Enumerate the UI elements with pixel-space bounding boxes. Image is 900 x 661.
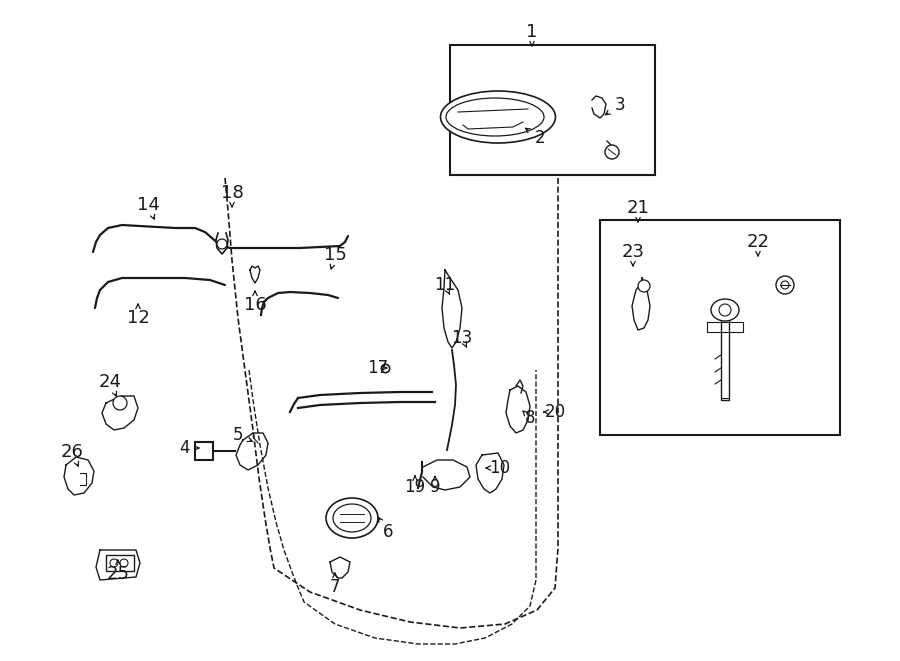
Circle shape <box>120 559 128 567</box>
Text: 3: 3 <box>615 96 626 114</box>
Circle shape <box>638 280 650 292</box>
Text: 12: 12 <box>127 309 149 327</box>
Text: 6: 6 <box>382 523 393 541</box>
Ellipse shape <box>446 98 544 136</box>
Text: 4: 4 <box>180 439 190 457</box>
Text: 18: 18 <box>220 184 243 202</box>
Circle shape <box>113 396 127 410</box>
Ellipse shape <box>440 91 555 143</box>
Bar <box>450 45 655 175</box>
Text: 26: 26 <box>60 443 84 461</box>
Ellipse shape <box>333 504 371 532</box>
Text: 5: 5 <box>233 426 243 444</box>
Text: 24: 24 <box>98 373 122 391</box>
Text: 1: 1 <box>526 23 537 41</box>
Text: 10: 10 <box>490 459 510 477</box>
Circle shape <box>605 145 619 159</box>
Bar <box>195 442 213 460</box>
Text: 11: 11 <box>435 276 455 294</box>
Ellipse shape <box>711 299 739 321</box>
Circle shape <box>719 304 731 316</box>
Text: 16: 16 <box>244 296 266 314</box>
Text: 23: 23 <box>622 243 644 261</box>
Bar <box>106 555 134 571</box>
Text: 9: 9 <box>430 478 440 496</box>
Circle shape <box>776 276 794 294</box>
Text: 17: 17 <box>367 359 389 377</box>
Circle shape <box>781 281 789 289</box>
Text: 22: 22 <box>746 233 769 251</box>
Text: 2: 2 <box>535 129 545 147</box>
Text: 8: 8 <box>525 409 535 427</box>
Text: 7: 7 <box>329 578 340 596</box>
Text: 13: 13 <box>452 329 472 347</box>
Ellipse shape <box>326 498 378 538</box>
Circle shape <box>217 239 227 249</box>
Text: 20: 20 <box>544 403 565 421</box>
Bar <box>600 220 840 435</box>
Text: 21: 21 <box>626 199 650 217</box>
Text: 25: 25 <box>106 565 130 583</box>
Text: 15: 15 <box>324 246 346 264</box>
Circle shape <box>110 559 118 567</box>
Text: 19: 19 <box>404 478 426 496</box>
Text: 14: 14 <box>137 196 159 214</box>
